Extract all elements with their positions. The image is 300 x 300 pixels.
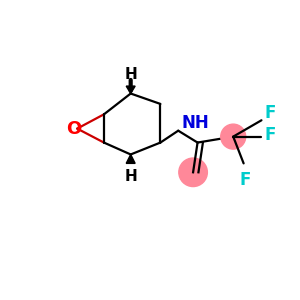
Text: NH: NH	[181, 114, 209, 132]
Text: F: F	[264, 104, 276, 122]
Text: H: H	[124, 169, 137, 184]
Text: O: O	[67, 120, 82, 138]
Circle shape	[179, 158, 207, 187]
Circle shape	[221, 124, 246, 149]
Polygon shape	[126, 154, 135, 164]
Text: F: F	[239, 171, 251, 189]
Polygon shape	[126, 86, 135, 94]
Text: F: F	[264, 125, 276, 143]
Text: H: H	[124, 67, 137, 82]
